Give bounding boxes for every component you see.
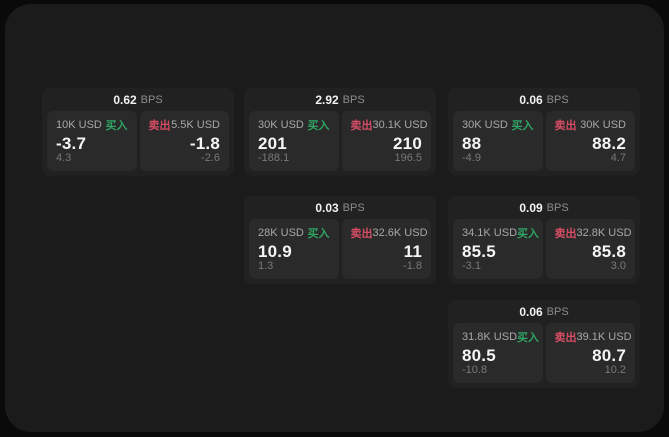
buy-amount: 31.8K USD (462, 331, 518, 343)
sell-label: 卖出 (350, 228, 373, 240)
buy-panel[interactable]: 30K USD 买入 201 -188.1 (249, 111, 339, 171)
buy-delta: 4.3 (56, 152, 72, 164)
bps-value: 0.06 (519, 304, 543, 319)
sell-delta: 196.5 (394, 152, 422, 164)
bps-value: 0.03 (315, 200, 339, 215)
bps-value: 2.92 (315, 92, 339, 107)
sell-amount: 39.1K USD (576, 331, 632, 343)
sell-panel[interactable]: 卖出 32.8K USD 85.8 3.0 (545, 219, 635, 279)
quote-card: 0.03 BPS 28K USD 买入 10.9 1.3 卖出 32.6K US… (244, 196, 436, 284)
bps-value: 0.06 (519, 92, 543, 107)
quote-card: 0.06 BPS 30K USD 买入 88 -4.9 卖出 30K USD 8… (448, 88, 640, 176)
buy-panel[interactable]: 28K USD 买入 10.9 1.3 (249, 219, 339, 279)
buy-label: 买入 (105, 120, 128, 132)
card-header: 2.92 BPS (249, 88, 431, 111)
sell-amount: 5.5K USD (171, 119, 220, 131)
buy-delta: -10.8 (462, 364, 488, 376)
buy-panel[interactable]: 31.8K USD 买入 80.5 -10.8 (453, 323, 543, 383)
buy-label: 买入 (307, 120, 330, 132)
buy-price: 201 (258, 133, 287, 153)
buy-delta: 1.3 (258, 260, 274, 272)
sell-panel[interactable]: 卖出 30.1K USD 210 196.5 (341, 111, 431, 171)
card-header: 0.62 BPS (47, 88, 229, 111)
sell-panel[interactable]: 卖出 5.5K USD -1.8 -2.6 (139, 111, 229, 171)
sell-label: 卖出 (554, 332, 577, 344)
sell-price: 80.7 (592, 345, 626, 365)
sell-delta: 4.7 (610, 152, 626, 164)
sell-delta: -2.6 (201, 152, 220, 164)
quotes-board: 0.62 BPS 10K USD 买入 -3.7 4.3 卖出 5.5K USD… (5, 4, 664, 432)
card-header: 0.09 BPS (453, 196, 635, 219)
buy-sell-panels: 31.8K USD 买入 80.5 -10.8 卖出 39.1K USD 80.… (453, 323, 635, 383)
buy-label: 买入 (517, 228, 540, 240)
buy-amount: 28K USD (258, 227, 304, 239)
buy-price: 80.5 (462, 345, 496, 365)
sell-price: 88.2 (592, 133, 626, 153)
card-header: 0.06 BPS (453, 300, 635, 323)
sell-amount: 32.8K USD (576, 227, 632, 239)
sell-amount: 30K USD (580, 119, 626, 131)
sell-delta: -1.8 (403, 260, 422, 272)
bps-unit: BPS (342, 93, 365, 106)
quote-card: 0.09 BPS 34.1K USD 买入 85.5 -3.1 卖出 32.8K… (448, 196, 640, 284)
buy-price: 10.9 (258, 241, 292, 261)
buy-amount: 30K USD (258, 119, 304, 131)
sell-delta: 10.2 (604, 364, 626, 376)
buy-sell-panels: 30K USD 买入 88 -4.9 卖出 30K USD 88.2 4.7 (453, 111, 635, 171)
buy-sell-panels: 10K USD 买入 -3.7 4.3 卖出 5.5K USD -1.8 -2.… (47, 111, 229, 171)
sell-label: 卖出 (554, 228, 577, 240)
buy-panel[interactable]: 30K USD 买入 88 -4.9 (453, 111, 543, 171)
card-header: 0.06 BPS (453, 88, 635, 111)
sell-delta: 3.0 (610, 260, 626, 272)
sell-amount: 30.1K USD (372, 119, 428, 131)
buy-price: -3.7 (56, 133, 87, 153)
buy-delta: -4.9 (462, 152, 481, 164)
sell-amount: 32.6K USD (372, 227, 428, 239)
sell-label: 卖出 (350, 120, 373, 132)
sell-price: 210 (393, 133, 422, 153)
buy-delta: -188.1 (258, 152, 290, 164)
bps-unit: BPS (546, 93, 569, 106)
buy-sell-panels: 28K USD 买入 10.9 1.3 卖出 32.6K USD 11 -1.8 (249, 219, 431, 279)
quote-card: 2.92 BPS 30K USD 买入 201 -188.1 卖出 30.1K … (244, 88, 436, 176)
bps-unit: BPS (546, 201, 569, 214)
sell-price: 11 (403, 241, 422, 261)
buy-delta: -3.1 (462, 260, 481, 272)
buy-price: 85.5 (462, 241, 496, 261)
card-header: 0.03 BPS (249, 196, 431, 219)
buy-label: 买入 (517, 332, 540, 344)
sell-price: -1.8 (189, 133, 220, 153)
quote-card: 0.06 BPS 31.8K USD 买入 80.5 -10.8 卖出 39.1… (448, 300, 640, 388)
bps-unit: BPS (342, 201, 365, 214)
quote-card: 0.62 BPS 10K USD 买入 -3.7 4.3 卖出 5.5K USD… (42, 88, 234, 176)
buy-amount: 34.1K USD (462, 227, 518, 239)
buy-panel[interactable]: 34.1K USD 买入 85.5 -3.1 (453, 219, 543, 279)
sell-panel[interactable]: 卖出 39.1K USD 80.7 10.2 (545, 323, 635, 383)
sell-label: 卖出 (148, 120, 171, 132)
sell-price: 85.8 (592, 241, 626, 261)
buy-sell-panels: 30K USD 买入 201 -188.1 卖出 30.1K USD 210 1… (249, 111, 431, 171)
bps-value: 0.09 (519, 200, 543, 215)
sell-panel[interactable]: 卖出 32.6K USD 11 -1.8 (341, 219, 431, 279)
buy-panel[interactable]: 10K USD 买入 -3.7 4.3 (47, 111, 137, 171)
sell-label: 卖出 (554, 120, 577, 132)
sell-panel[interactable]: 卖出 30K USD 88.2 4.7 (545, 111, 635, 171)
buy-label: 买入 (307, 228, 330, 240)
buy-price: 88 (462, 133, 482, 153)
bps-value: 0.62 (113, 92, 137, 107)
bps-unit: BPS (546, 305, 569, 318)
buy-sell-panels: 34.1K USD 买入 85.5 -3.1 卖出 32.8K USD 85.8… (453, 219, 635, 279)
buy-label: 买入 (511, 120, 534, 132)
buy-amount: 30K USD (462, 119, 508, 131)
buy-amount: 10K USD (56, 119, 102, 131)
bps-unit: BPS (140, 93, 163, 106)
